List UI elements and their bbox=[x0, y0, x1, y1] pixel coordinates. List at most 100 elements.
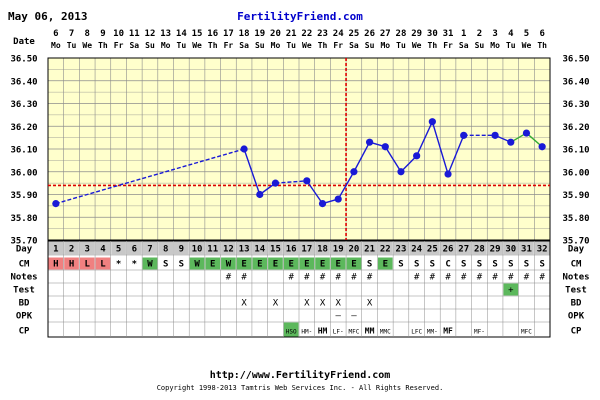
cm-cell: S bbox=[492, 260, 497, 270]
temp-point bbox=[491, 131, 499, 139]
notes-cell: # bbox=[445, 273, 451, 283]
days-cell: 15 bbox=[270, 245, 281, 255]
test-row-label-right: Test bbox=[565, 286, 587, 296]
footer-url[interactable]: http://www.FertilityFriend.com bbox=[210, 369, 391, 381]
temp-point bbox=[507, 138, 515, 146]
cm-cell: S bbox=[398, 260, 403, 270]
days-cell: 9 bbox=[179, 245, 184, 255]
cp-cell: MF- bbox=[474, 329, 485, 336]
days-cell: 5 bbox=[116, 245, 121, 255]
cp-cell: MM bbox=[365, 327, 375, 336]
days-cell-bg bbox=[174, 241, 189, 255]
date-label: 26 bbox=[364, 29, 375, 39]
notes-cell: # bbox=[539, 273, 545, 283]
y-tick-label-left: 36.20 bbox=[10, 123, 37, 133]
days-cell: 19 bbox=[333, 245, 344, 255]
cm-cell-bg bbox=[64, 257, 79, 270]
date-label: 25 bbox=[348, 29, 359, 39]
weekday-label: Su bbox=[255, 41, 265, 50]
temp-segment bbox=[353, 141, 371, 173]
date-label: 20 bbox=[270, 29, 281, 39]
days-cell-bg bbox=[79, 241, 95, 255]
cm-cell-bg bbox=[142, 257, 158, 270]
cm-cell: S bbox=[179, 260, 184, 270]
date-label: 21 bbox=[286, 29, 297, 39]
date-label: 30 bbox=[427, 29, 438, 39]
days-cell-bg bbox=[409, 241, 424, 255]
days-cell-bg bbox=[126, 241, 142, 255]
weekday-label: Sa bbox=[459, 41, 469, 50]
cm-cell-bg bbox=[330, 257, 346, 270]
cm-cell-bg bbox=[346, 257, 362, 270]
cm-cell: L bbox=[85, 260, 91, 270]
temp-point bbox=[240, 145, 248, 153]
opk-cell: – bbox=[336, 312, 342, 322]
bd-cell: X bbox=[367, 299, 373, 309]
y-tick-label-left: 35.90 bbox=[10, 191, 37, 201]
temp-point bbox=[522, 129, 531, 137]
date-label: 29 bbox=[411, 29, 422, 39]
chart-date: May 06, 2013 bbox=[8, 10, 87, 23]
days-cell-bg bbox=[252, 241, 268, 255]
cm-cell: C bbox=[445, 260, 450, 270]
y-tick-label-left: 36.00 bbox=[10, 168, 37, 178]
days-cell: 32 bbox=[537, 245, 548, 255]
cm-cell: E bbox=[257, 260, 262, 270]
cm-cell-bg bbox=[236, 257, 252, 270]
cm-cell: L bbox=[100, 260, 106, 270]
notes-cell: # bbox=[304, 273, 310, 283]
days-cell-bg bbox=[95, 241, 111, 255]
weekday-label: Fr bbox=[224, 41, 234, 50]
notes-cell: # bbox=[288, 273, 294, 283]
date-label: 28 bbox=[396, 29, 407, 39]
site-name[interactable]: FertilityFriend.com bbox=[237, 10, 363, 23]
notes-cell: # bbox=[492, 273, 498, 283]
temp-segment bbox=[337, 171, 355, 200]
bd-cell: X bbox=[336, 299, 342, 309]
cm-cell: E bbox=[273, 260, 278, 270]
cp-cell: MM- bbox=[427, 329, 438, 336]
days-cell-bg bbox=[362, 241, 377, 255]
weekday-label: We bbox=[192, 41, 202, 50]
temp-point bbox=[381, 143, 389, 151]
cm-cell: S bbox=[367, 260, 372, 270]
cm-cell: S bbox=[539, 260, 544, 270]
date-label: 16 bbox=[207, 29, 218, 39]
y-tick-label-right: 35.90 bbox=[562, 191, 589, 201]
date-header-row: 6Mo7Tu8We9Th10Fr11Sa12Su13Mo14Tu15We16Th… bbox=[51, 29, 547, 50]
days-cell-bg bbox=[472, 241, 487, 255]
weekday-label: We bbox=[412, 41, 422, 50]
days-cell: 27 bbox=[458, 245, 469, 255]
temp-point bbox=[460, 131, 468, 139]
row-labels-left: Date Day CM Notes Test BD OPK CP bbox=[10, 37, 37, 337]
date-label: 12 bbox=[145, 29, 156, 39]
y-tick-label-right: 36.30 bbox=[562, 100, 589, 110]
days-cell-bg bbox=[189, 241, 205, 255]
weekday-label: Sa bbox=[349, 41, 359, 50]
temp-point bbox=[271, 179, 280, 187]
days-cell: 16 bbox=[286, 245, 297, 255]
days-cell: 7 bbox=[147, 245, 152, 255]
weekday-label: Th bbox=[537, 41, 547, 50]
cp-row-label-left: CP bbox=[19, 327, 30, 337]
test-cell: + bbox=[508, 286, 514, 296]
cm-cell-bg bbox=[205, 257, 221, 270]
opk-row-label-right: OPK bbox=[568, 312, 585, 322]
y-tick-label-right: 36.20 bbox=[562, 123, 589, 133]
cm-cell: S bbox=[430, 260, 435, 270]
notes-cell: # bbox=[430, 273, 436, 283]
temp-segment bbox=[400, 155, 418, 173]
date-label: 5 bbox=[524, 29, 529, 39]
days-cell: 12 bbox=[223, 245, 234, 255]
notes-cell: # bbox=[477, 273, 483, 283]
notes-cell: # bbox=[351, 273, 357, 283]
notes-cell: # bbox=[414, 273, 420, 283]
plot-frame bbox=[47, 57, 551, 241]
cp-cell: LF- bbox=[333, 329, 344, 336]
bd-cell: X bbox=[241, 299, 247, 309]
weekday-label: Th bbox=[428, 41, 438, 50]
weekday-label: Sa bbox=[129, 41, 139, 50]
days-cell-bg bbox=[503, 241, 519, 255]
cm-cell-bg bbox=[189, 257, 205, 270]
opk-row-label-left: OPK bbox=[16, 312, 33, 322]
